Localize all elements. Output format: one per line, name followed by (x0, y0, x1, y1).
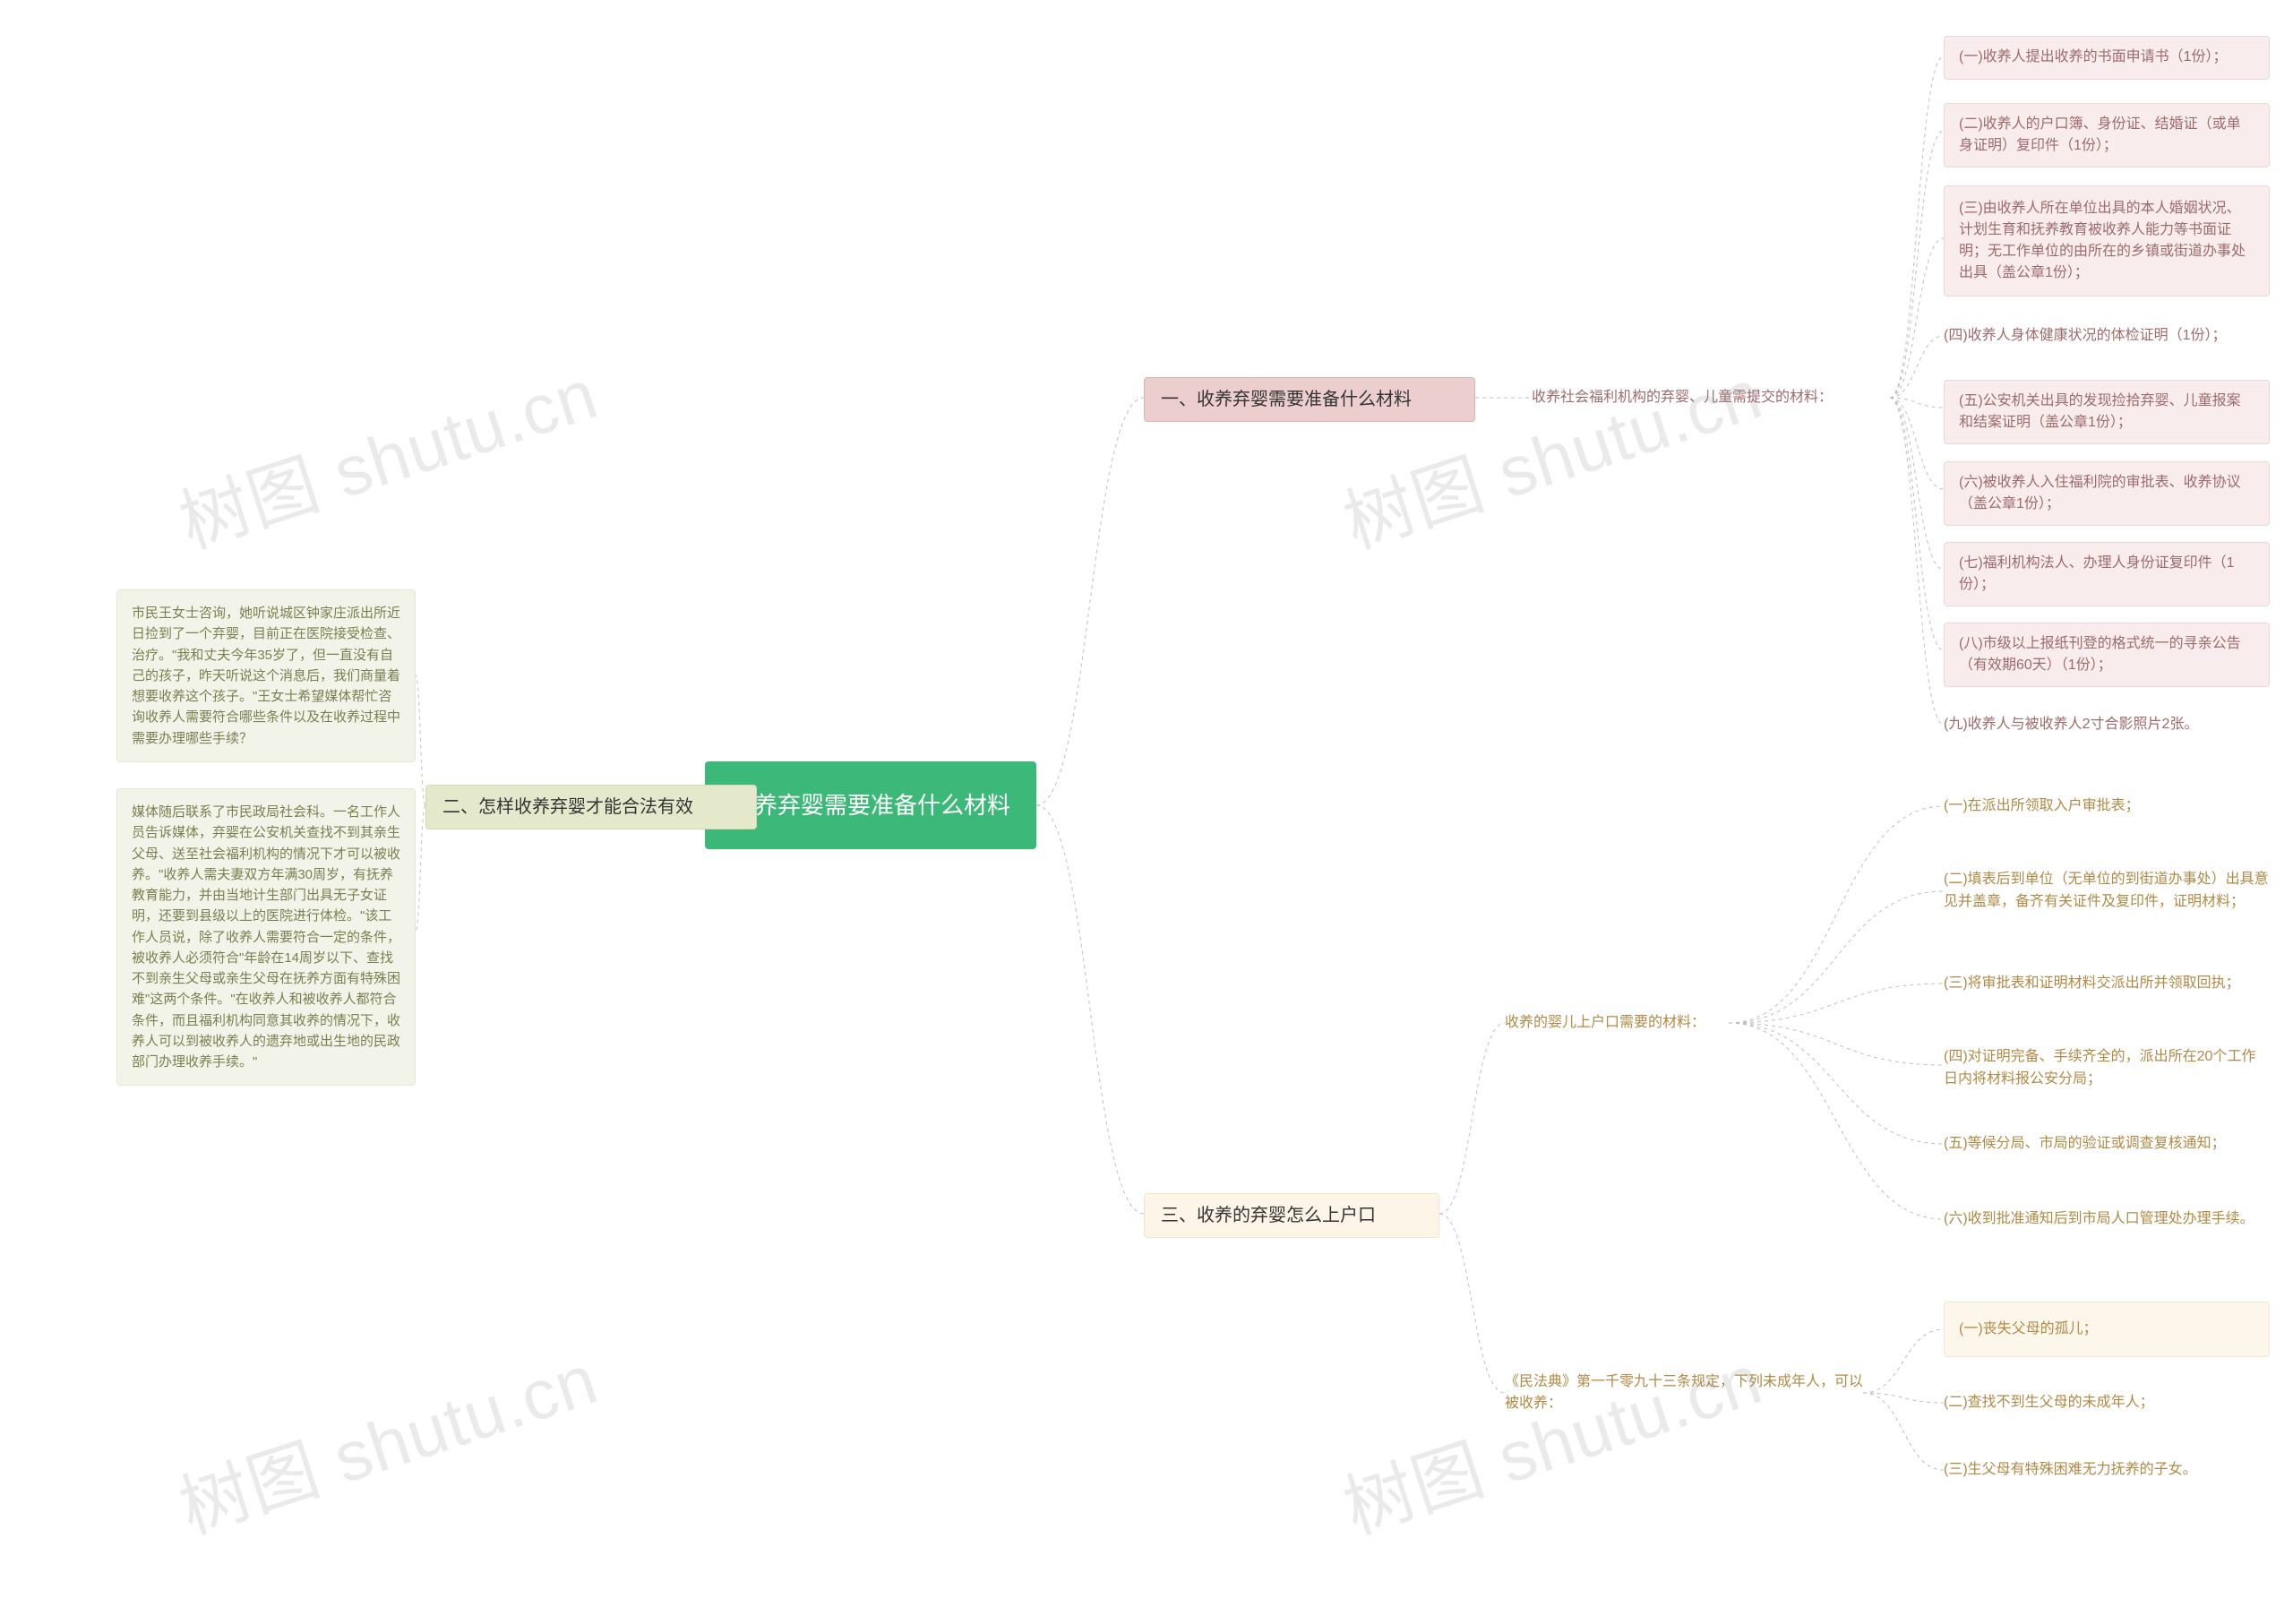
mindmap-node: 三、收养的弃婴怎么上户口 (1144, 1193, 1439, 1238)
node-text: (三)生父母有特殊困难无力抚养的子女。 (1944, 1461, 2270, 1480)
node-text: 媒体随后联系了市民政局社会科。一名工作人员告诉媒体，弃婴在公安机关查找不到其亲生… (132, 802, 400, 1072)
node-text: (八)市级以上报纸刊登的格式统一的寻亲公告（有效期60天）（1份）； (1959, 633, 2254, 676)
mindmap-node: (三)将审批表和证明材料交派出所并领取回执； (1944, 956, 2270, 1011)
mindmap-node: (一)在派出所领取入户审批表； (1944, 786, 2270, 827)
node-text: (五)等候分局、市局的验证或调查复核通知； (1944, 1135, 2270, 1154)
mindmap-node: (三)生父母有特殊困难无力抚养的子女。 (1944, 1449, 2270, 1491)
mindmap-node: 《民法典》第一千零九十三条规定，下列未成年人，可以被收养： (1505, 1365, 1863, 1421)
mindmap-node: (一)丧失父母的孤儿； (1944, 1302, 2270, 1357)
mindmap-node: (六)被收养人入住福利院的审批表、收养协议（盖公章1份）； (1944, 461, 2270, 526)
node-text: (一)在派出所领取入户审批表； (1944, 797, 2270, 816)
node-text: 三、收养的弃婴怎么上户口 (1161, 1204, 1422, 1227)
node-text: (二)查找不到生父母的未成年人； (1944, 1394, 2270, 1413)
node-text: (三)将审批表和证明材料交派出所并领取回执； (1944, 973, 2270, 995)
mindmap-node: 二、怎样收养弃婴才能合法有效 (425, 785, 757, 829)
mindmap-node: (二)收养人的户口簿、身份证、结婚证（或单身证明）复印件（1份）； (1944, 103, 2270, 168)
node-text: (三)由收养人所在单位出具的本人婚姻状况、计划生育和抚养教育被收养人能力等书面证… (1959, 198, 2254, 284)
watermark: 树图 shutu.cn (166, 1324, 608, 1553)
node-text: 收养弃婴需要准备什么材料 (729, 788, 1012, 823)
node-text: (四)收养人身体健康状况的体检证明（1份）； (1944, 327, 2270, 346)
watermark: 树图 shutu.cn (1330, 1324, 1773, 1553)
mindmap-node: 收养社会福利机构的弃婴、儿童需提交的材料： (1532, 370, 1890, 425)
mindmap-node: (五)等候分局、市局的验证或调查复核通知； (1944, 1123, 2270, 1164)
node-text: 一、收养弃婴需要准备什么材料 (1161, 388, 1458, 411)
mindmap-node: (二)填表后到单位（无单位的到街道办事处）出具意见并盖章，备齐有关证件及复印件，… (1944, 853, 2270, 930)
mindmap-node: (四)对证明完备、手续齐全的，派出所在20个工作日内将材料报公安分局； (1944, 1037, 2270, 1100)
mindmap-node: (六)收到批准通知后到市局人口管理处办理手续。 (1944, 1191, 2270, 1247)
mindmap-node: (九)收养人与被收养人2寸合影照片2张。 (1944, 704, 2270, 745)
node-text: (一)收养人提出收养的书面申请书（1份）； (1959, 48, 2254, 67)
mindmap-node: (三)由收养人所在单位出具的本人婚姻状况、计划生育和抚养教育被收养人能力等书面证… (1944, 185, 2270, 296)
node-text: 《民法典》第一千零九十三条规定，下列未成年人，可以被收养： (1505, 1371, 1863, 1414)
node-text: 市民王女士咨询，她听说城区钟家庄派出所近日捡到了一个弃婴，目前正在医院接受检查、… (132, 603, 400, 749)
mindmap-node: (八)市级以上报纸刊登的格式统一的寻亲公告（有效期60天）（1份）； (1944, 623, 2270, 687)
mindmap-node: (一)收养人提出收养的书面申请书（1份）； (1944, 36, 2270, 80)
node-text: 二、怎样收养弃婴才能合法有效 (442, 795, 740, 819)
node-text: (六)被收养人入住福利院的审批表、收养协议（盖公章1份）； (1959, 472, 2254, 515)
node-text: (六)收到批准通知后到市局人口管理处办理手续。 (1944, 1208, 2270, 1231)
mindmap-node: 一、收养弃婴需要准备什么材料 (1144, 377, 1475, 422)
mindmap-node: 市民王女士咨询，她听说城区钟家庄派出所近日捡到了一个弃婴，目前正在医院接受检查、… (116, 589, 416, 762)
node-text: 收养社会福利机构的弃婴、儿童需提交的材料： (1532, 387, 1890, 408)
mindmap-node: (五)公安机关出具的发现捡拾弃婴、儿童报案和结案证明（盖公章1份）； (1944, 380, 2270, 444)
node-text: (四)对证明完备、手续齐全的，派出所在20个工作日内将材料报公安分局； (1944, 1046, 2270, 1091)
mindmap-node: (七)福利机构法人、办理人身份证复印件（1份）； (1944, 542, 2270, 606)
watermark: 树图 shutu.cn (166, 339, 608, 568)
mindmap-node: 收养的婴儿上户口需要的材料： (1505, 1005, 1729, 1041)
node-text: 收养的婴儿上户口需要的材料： (1505, 1014, 1729, 1033)
mindmap-node: (四)收养人身体健康状况的体检证明（1份）； (1944, 315, 2270, 357)
mindmap-node: 媒体随后联系了市民政局社会科。一名工作人员告诉媒体，弃婴在公安机关查找不到其亲生… (116, 788, 416, 1086)
node-text: (五)公安机关出具的发现捡拾弃婴、儿童报案和结案证明（盖公章1份）； (1959, 391, 2254, 434)
node-text: (七)福利机构法人、办理人身份证复印件（1份）； (1959, 553, 2254, 596)
node-text: (二)收养人的户口簿、身份证、结婚证（或单身证明）复印件（1份）； (1959, 114, 2254, 157)
node-text: (九)收养人与被收养人2寸合影照片2张。 (1944, 716, 2270, 735)
node-text: (二)填表后到单位（无单位的到街道办事处）出具意见并盖章，备齐有关证件及复印件，… (1944, 869, 2270, 914)
mindmap-node: (二)查找不到生父母的未成年人； (1944, 1382, 2270, 1423)
node-text: (一)丧失父母的孤儿； (1959, 1320, 2254, 1339)
